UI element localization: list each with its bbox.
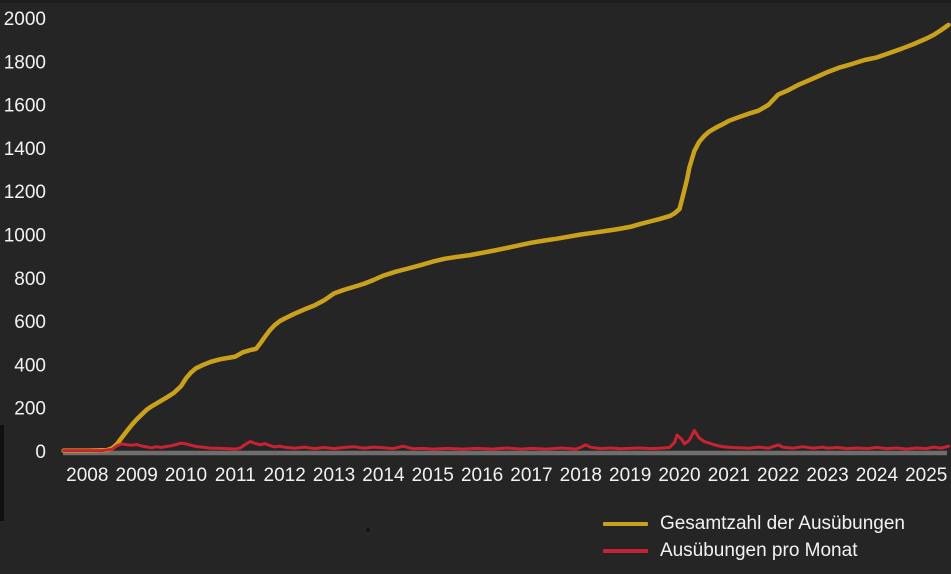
x-tick-label: 2019	[609, 465, 651, 486]
y-tick-label: 1000	[4, 226, 46, 247]
x-tick-label: 2023	[806, 465, 848, 486]
total-exercises-line	[61, 22, 951, 453]
x-tick-label: 2008	[66, 465, 108, 486]
x-tick-label: 2012	[264, 465, 306, 486]
x-tick-label: 2014	[362, 465, 405, 486]
x-tick-label: 2016	[461, 465, 503, 486]
legend-item-monthly: Ausübungen pro Monat	[602, 539, 858, 563]
legend-label-monthly: Ausübungen pro Monat	[659, 540, 858, 561]
monthly-exercises-line	[62, 428, 950, 453]
y-tick-label: 400	[14, 355, 46, 376]
x-tick-label: 2018	[560, 465, 602, 486]
y-tick-label: 1400	[4, 139, 46, 160]
legend-item-total: Gesamtzahl der Ausübungen	[602, 512, 905, 536]
x-tick-label: 2017	[510, 465, 552, 486]
y-tick-label: 1600	[4, 96, 46, 117]
legend-swatch-monthly-line	[602, 549, 648, 553]
x-tick-label: 2025	[905, 465, 947, 486]
x-tick-label: 2015	[412, 465, 454, 486]
top-edge-strip	[0, 0, 951, 3]
x-tick-label: 2021	[708, 465, 750, 486]
legend-swatch-total-line	[602, 522, 648, 526]
x-tick-label: 2009	[116, 465, 158, 486]
x-tick-label: 2022	[757, 465, 799, 486]
y-tick-label: 800	[14, 269, 46, 290]
y-tick-label: 600	[14, 312, 46, 333]
x-tick-label: 2011	[215, 465, 256, 486]
y-tick-label: 2000	[4, 9, 46, 30]
y-tick-label: 200	[14, 399, 46, 420]
x-tick-label: 2010	[165, 465, 207, 486]
left-edge-artifact	[0, 425, 4, 521]
x-tick-label: 2013	[313, 465, 355, 486]
y-tick-label: 1200	[4, 182, 46, 203]
x-tick-label: 2020	[658, 465, 700, 486]
y-tick-label: 0	[35, 442, 46, 463]
legend: Gesamtzahl der Ausübungen Ausübungen pro…	[602, 512, 905, 563]
y-tick-label: 1800	[4, 52, 46, 73]
x-tick-label: 2024	[856, 465, 899, 486]
legend-label-total: Gesamtzahl der Ausübungen	[659, 513, 905, 534]
stray-dot	[366, 528, 370, 532]
